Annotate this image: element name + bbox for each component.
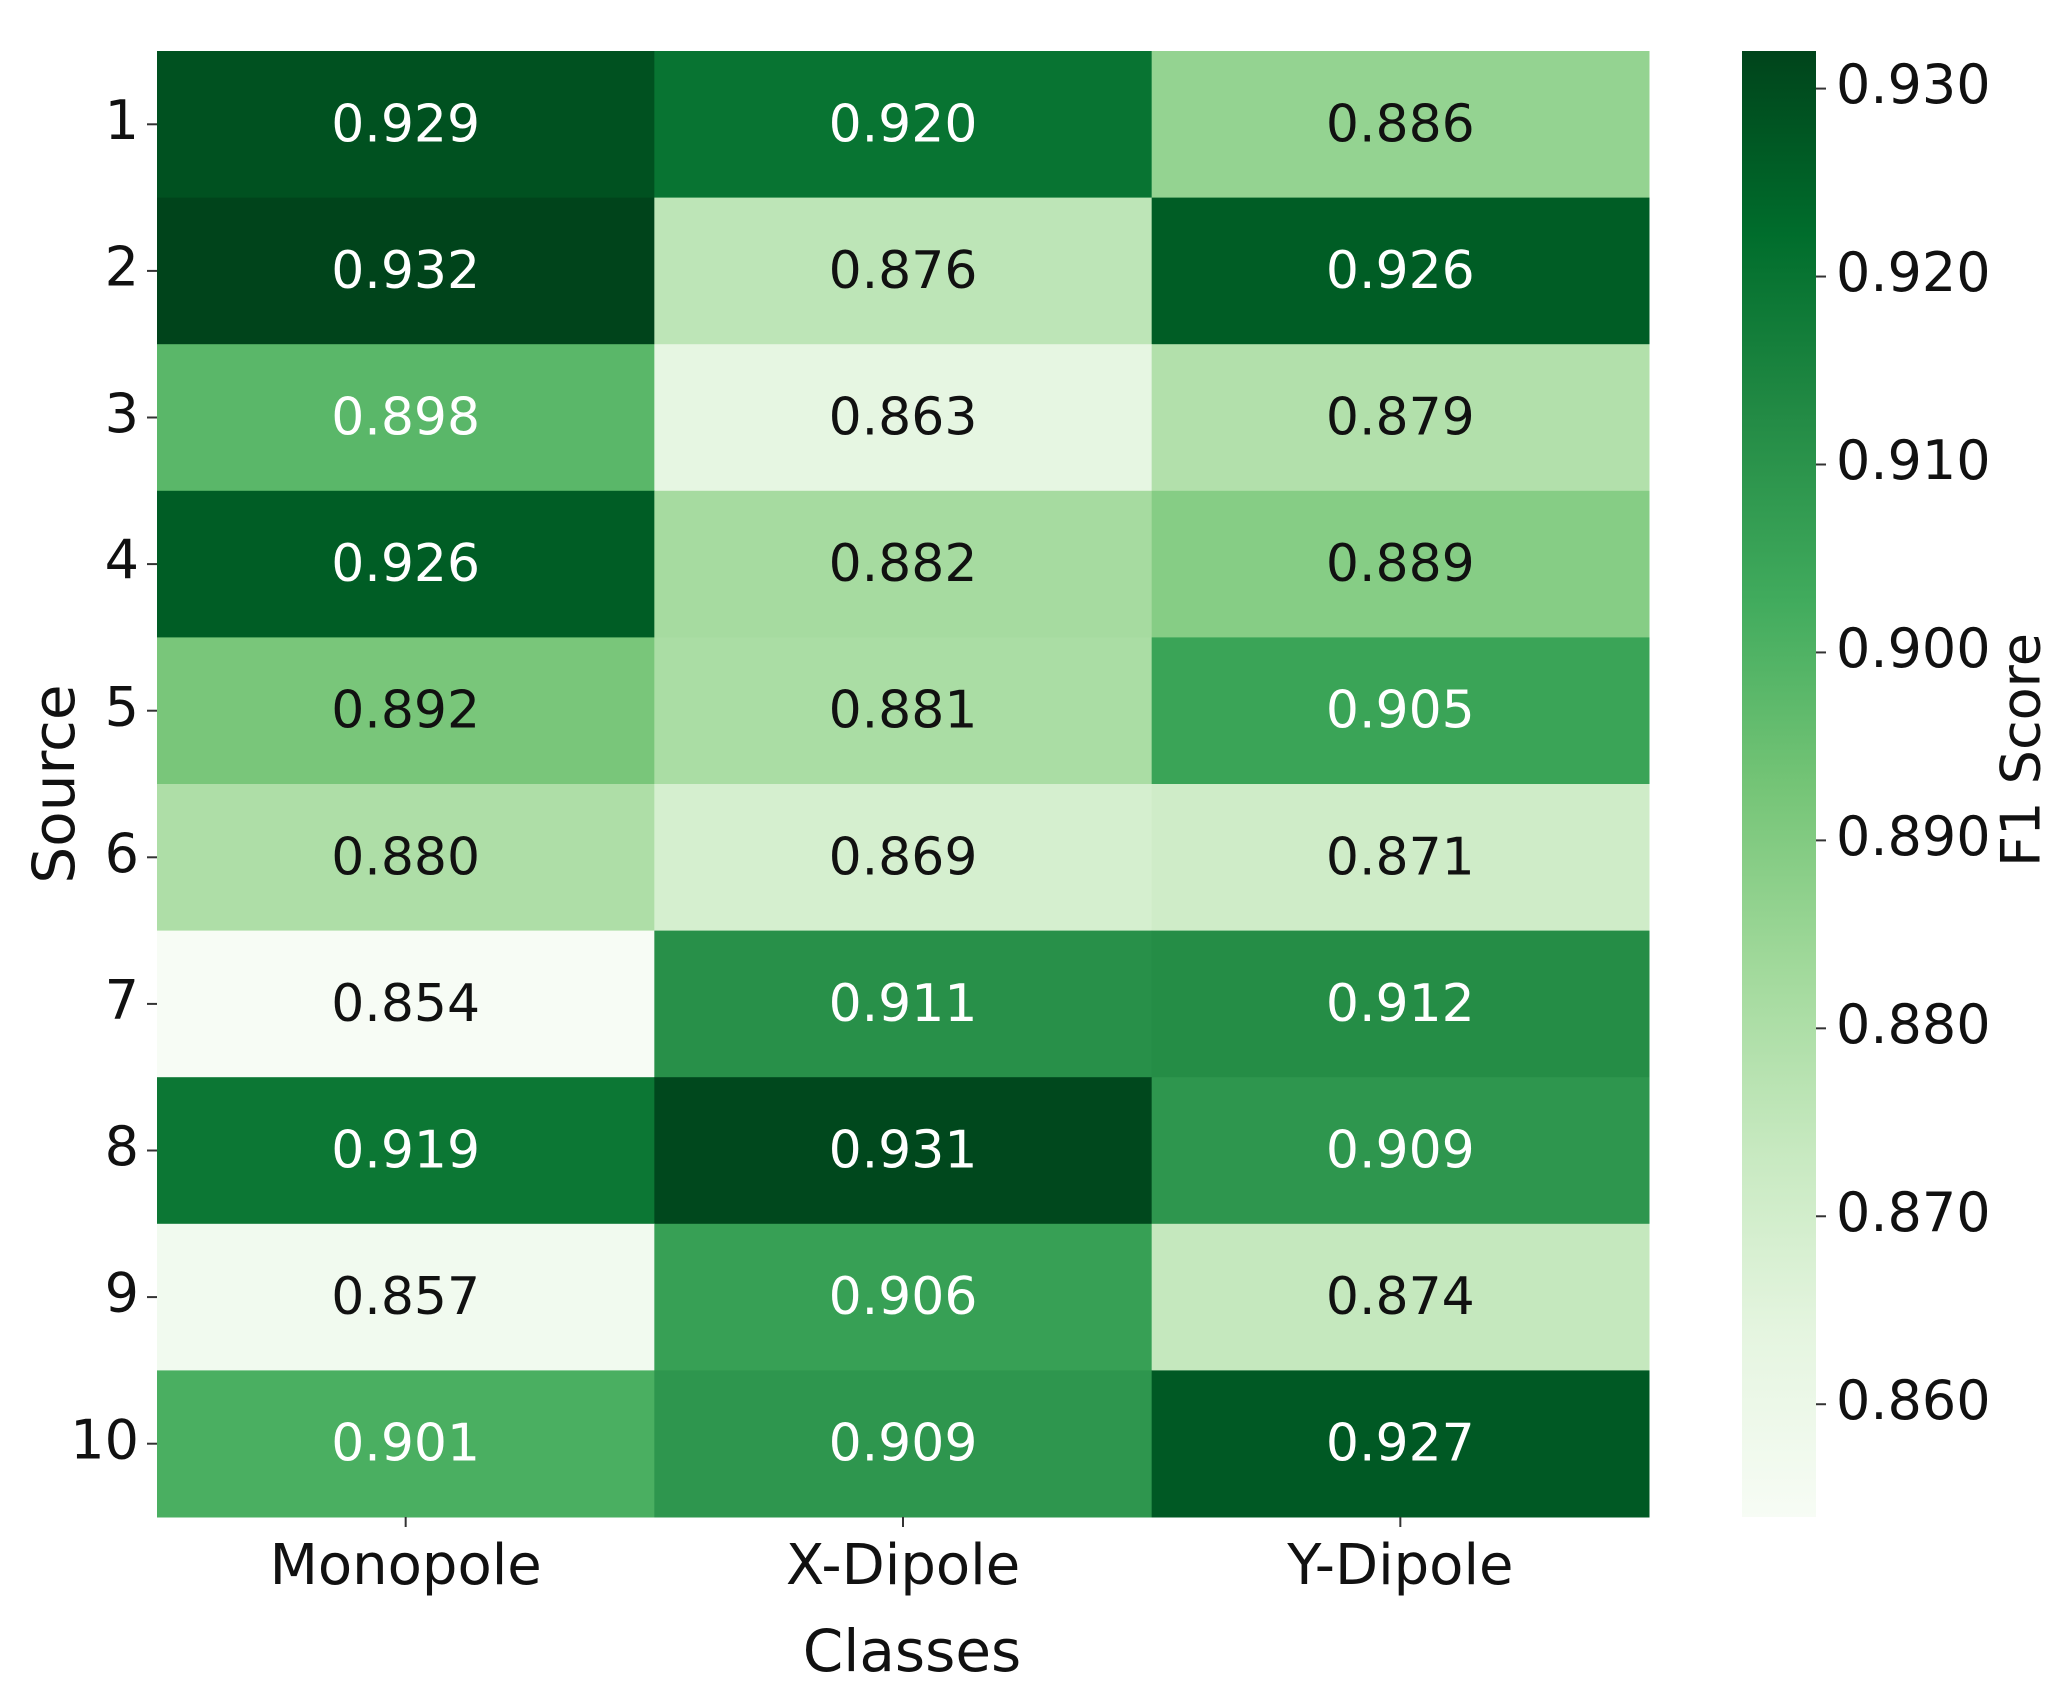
heatmap-cell xyxy=(654,1370,1153,1518)
heatmap-cell xyxy=(654,637,1153,785)
x-tick-label: Monopole xyxy=(270,1533,542,1598)
y-tick-label: 10 xyxy=(70,1408,139,1471)
cell-label: 0.932 xyxy=(331,241,480,301)
heatmap-cell xyxy=(157,197,655,345)
cell-label: 0.919 xyxy=(331,1121,480,1181)
heatmap-cell xyxy=(1151,1223,1650,1371)
y-tick-label: 8 xyxy=(105,1115,139,1178)
y-tick-label: 5 xyxy=(105,675,139,738)
y-tick-label: 7 xyxy=(105,969,139,1032)
heatmap-cell xyxy=(157,51,655,199)
x-axis-label: Classes xyxy=(803,1617,1022,1685)
heatmap-cell xyxy=(1151,1370,1650,1518)
cell-label: 0.926 xyxy=(331,534,480,594)
heatmap-cell xyxy=(654,344,1153,492)
colorbar-tick-label: 0.900 xyxy=(1836,617,1991,680)
cell-label: 0.929 xyxy=(331,94,480,154)
heatmap-cell xyxy=(157,490,655,638)
cell-label: 0.882 xyxy=(829,534,978,594)
cell-label: 0.912 xyxy=(1326,974,1475,1034)
heatmap-cell xyxy=(654,784,1153,932)
heatmap-cell xyxy=(1151,784,1650,932)
heatmap-cell xyxy=(654,1077,1153,1225)
heatmap-cell xyxy=(1151,930,1650,1078)
heatmap-cell xyxy=(1151,490,1650,638)
cell-label: 0.898 xyxy=(331,388,480,448)
heatmap-cell xyxy=(157,1370,655,1518)
cell-label: 0.863 xyxy=(829,388,978,448)
cell-label: 0.880 xyxy=(331,827,480,887)
x-tick-label: X-Dipole xyxy=(786,1533,1020,1598)
heatmap-cell xyxy=(157,1223,655,1371)
y-tick-label: 3 xyxy=(105,382,139,445)
colorbar-tick-label: 0.890 xyxy=(1836,805,1991,868)
y-tick-label: 1 xyxy=(105,89,139,152)
y-tick-label: 9 xyxy=(105,1262,139,1325)
colorbar-tick-label: 0.880 xyxy=(1836,993,1991,1056)
heatmap-cell xyxy=(1151,51,1650,199)
heatmap-cell xyxy=(654,930,1153,1078)
cell-label: 0.854 xyxy=(331,974,480,1034)
heatmap-cell xyxy=(1151,344,1650,492)
cell-label: 0.927 xyxy=(1326,1414,1475,1474)
cell-label: 0.920 xyxy=(829,94,978,154)
cell-label: 0.909 xyxy=(1326,1121,1475,1181)
cell-label: 0.881 xyxy=(829,681,978,741)
heatmap-cell xyxy=(654,1223,1153,1371)
y-axis-label: Source xyxy=(20,684,88,883)
colorbar-tick-label: 0.870 xyxy=(1836,1181,1991,1244)
heatmap-cell xyxy=(157,344,655,492)
heatmap-cell xyxy=(654,51,1153,199)
colorbar-label: F1 Score xyxy=(1990,633,2053,867)
cell-label: 0.926 xyxy=(1326,241,1475,301)
cell-label: 0.879 xyxy=(1326,388,1475,448)
colorbar-tick-label: 0.860 xyxy=(1836,1369,1991,1432)
x-tick-label: Y-Dipole xyxy=(1286,1533,1513,1598)
colorbar-tick-label: 0.930 xyxy=(1836,53,1991,116)
colorbar-tick-label: 0.910 xyxy=(1836,429,1991,492)
cell-label: 0.876 xyxy=(829,241,978,301)
cell-label: 0.901 xyxy=(331,1414,480,1474)
heatmap-cell xyxy=(654,490,1153,638)
cell-label: 0.892 xyxy=(331,681,480,741)
cell-label: 0.911 xyxy=(829,974,978,1034)
heatmap-cell xyxy=(654,197,1153,345)
cell-label: 0.909 xyxy=(829,1414,978,1474)
cell-label: 0.931 xyxy=(829,1121,978,1181)
heatmap-cell xyxy=(157,784,655,932)
heatmap-cell xyxy=(157,1077,655,1225)
cell-label: 0.886 xyxy=(1326,94,1475,154)
cell-label: 0.905 xyxy=(1326,681,1475,741)
cell-label: 0.857 xyxy=(331,1267,480,1327)
y-tick-label: 6 xyxy=(105,822,139,885)
heatmap-cell xyxy=(157,637,655,785)
colorbar-tick-label: 0.920 xyxy=(1836,241,1991,304)
cell-label: 0.869 xyxy=(829,827,978,887)
cell-label: 0.906 xyxy=(829,1267,978,1327)
cell-label: 0.889 xyxy=(1326,534,1475,594)
heatmap-cell xyxy=(1151,637,1650,785)
cell-label: 0.871 xyxy=(1326,827,1475,887)
y-tick-label: 4 xyxy=(105,529,139,592)
heatmap-cell xyxy=(157,930,655,1078)
cell-label: 0.874 xyxy=(1326,1267,1475,1327)
heatmap-cell xyxy=(1151,197,1650,345)
heatmap-cell xyxy=(1151,1077,1650,1225)
y-tick-label: 2 xyxy=(105,236,139,299)
colorbar xyxy=(1742,51,1816,1517)
